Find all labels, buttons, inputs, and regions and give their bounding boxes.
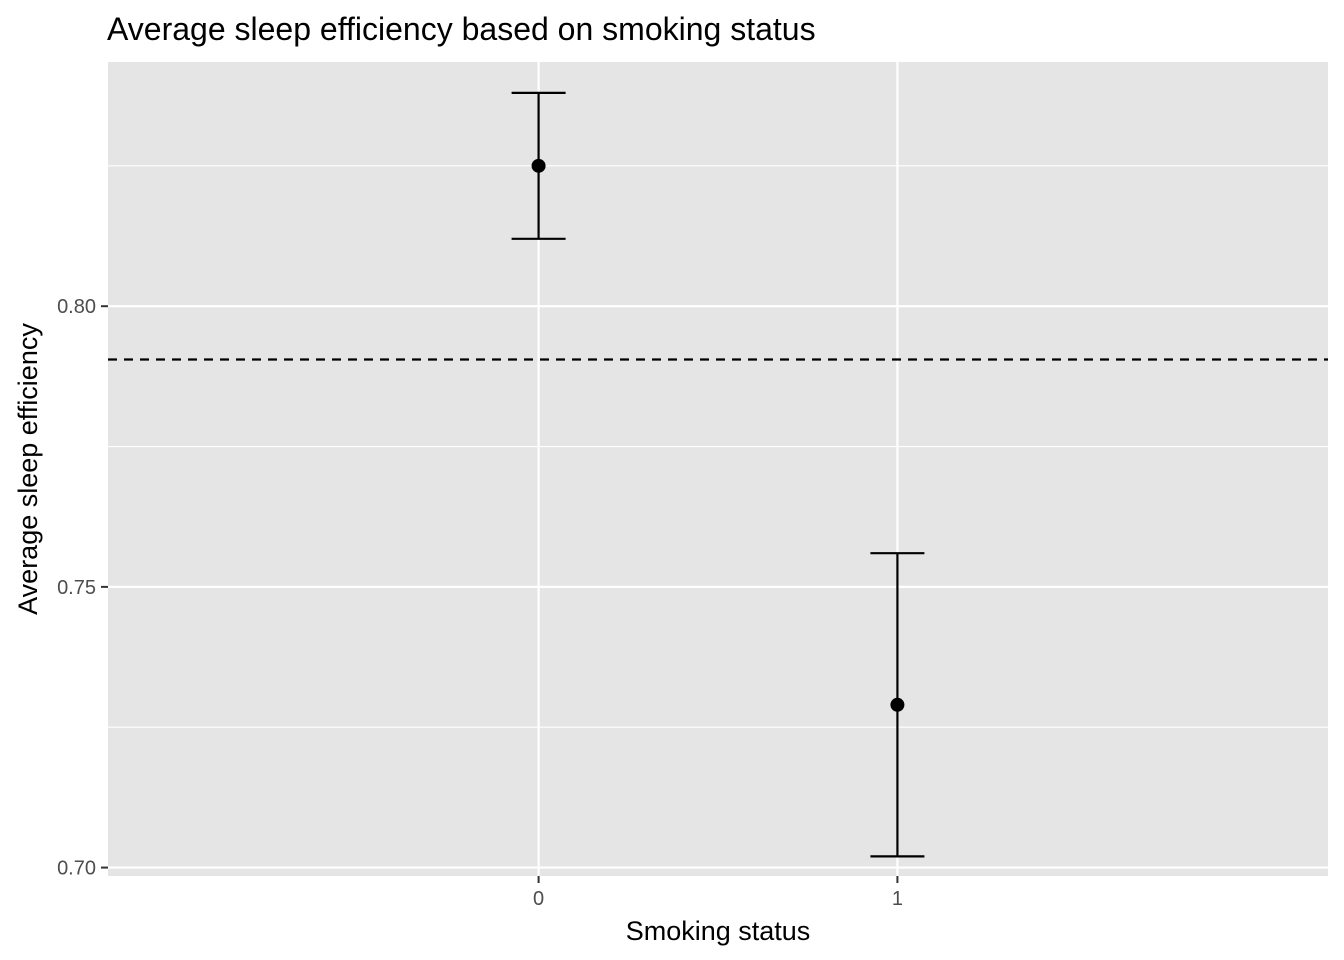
x-tick-label: 0 [533, 888, 544, 910]
y-tick-label: 0.75 [57, 577, 96, 599]
x-axis-title: Smoking status [626, 916, 811, 946]
data-marks [511, 91, 925, 858]
x-tick-label: 1 [892, 888, 903, 910]
mean-point [531, 158, 546, 173]
plot-panel [108, 62, 1328, 876]
chart-title: Average sleep efficiency based on smokin… [107, 11, 816, 47]
y-tick-label: 0.70 [57, 858, 96, 880]
axes: 0.70 0.75 0.80 0 1 [57, 296, 903, 910]
y-axis-title: Average sleep efficiency [13, 323, 43, 615]
y-tick-label: 0.80 [57, 296, 96, 318]
mean-point [890, 697, 905, 712]
